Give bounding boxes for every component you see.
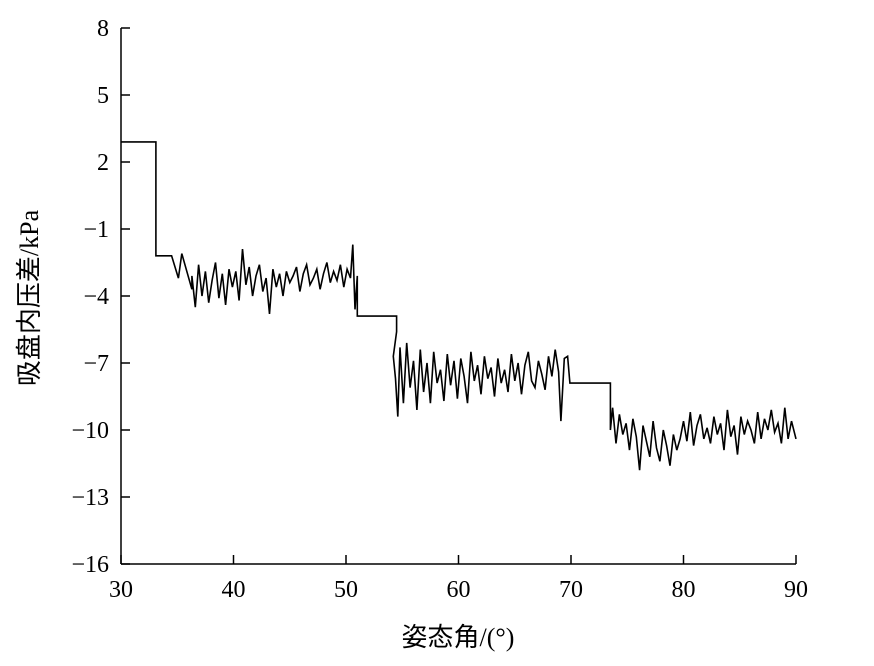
x-tick-label: 80 — [672, 577, 696, 603]
series-layer — [121, 141, 797, 471]
x-tick-label: 90 — [784, 577, 808, 603]
x-tick-label: 60 — [447, 577, 471, 603]
y-tick-label: −4 — [83, 284, 109, 310]
series-line — [121, 141, 797, 471]
x-axis-label: 姿态角/(°) — [402, 623, 515, 652]
y-tick-label: −16 — [71, 552, 109, 578]
y-tick-label: 5 — [97, 83, 109, 109]
x-tick-label: 50 — [334, 577, 358, 603]
y-tick-label: 8 — [97, 16, 109, 42]
axes — [120, 28, 796, 565]
y-tick-label: −13 — [71, 485, 109, 511]
x-tick-label: 70 — [559, 577, 583, 603]
y-tick-label: −10 — [71, 418, 109, 444]
y-tick-label: 2 — [97, 150, 109, 176]
y-axis-label: 吸盘内压差/kPa — [15, 209, 44, 386]
x-tick-label: 40 — [222, 577, 246, 603]
ticks — [120, 27, 797, 565]
x-tick-label: 30 — [109, 577, 133, 603]
y-tick-label: −7 — [83, 351, 109, 377]
y-tick-label: −1 — [83, 217, 109, 243]
